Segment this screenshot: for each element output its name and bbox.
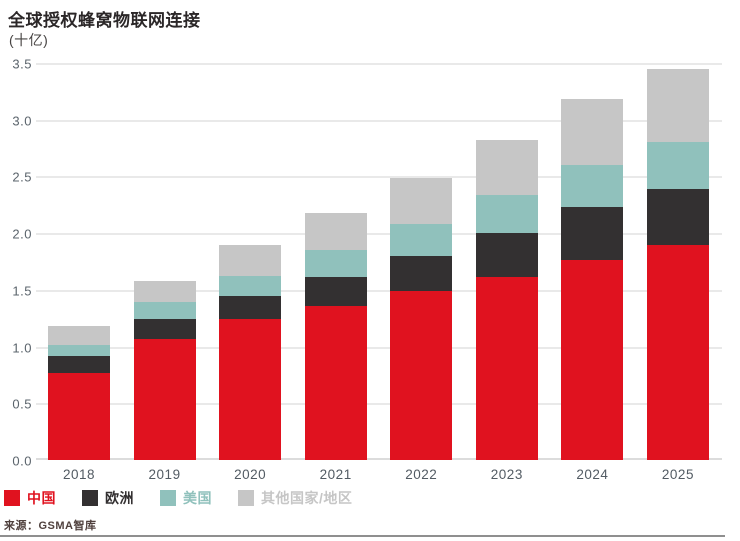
legend-color-chip — [160, 490, 176, 506]
legend-label: 中国 — [27, 490, 56, 506]
bar-segment-美国 — [561, 165, 624, 208]
legend-label: 美国 — [183, 490, 212, 506]
plot-area: 3.5 3.0 2.5 2.0 1.5 1.0 0.5 0.0 2018 2019 2020 202… — [12, 57, 722, 482]
chart-title: 全球授权蜂窝物联网连接 — [8, 11, 201, 30]
gridline — [36, 458, 722, 460]
bar-segment-中国 — [133, 338, 196, 460]
bottom-divider — [0, 535, 725, 537]
gridline — [36, 119, 722, 122]
bar-segment-其他国家/地区 — [475, 140, 538, 195]
x-axis-tick-label: 2020 — [234, 467, 267, 482]
x-axis-tick-label: 2022 — [405, 467, 438, 482]
bar-segment-美国 — [133, 302, 196, 320]
bar-segment-其他国家/地区 — [219, 244, 282, 277]
x-axis-tick-label: 2025 — [661, 467, 694, 482]
y-axis-tick-label: 0.0 — [12, 453, 32, 469]
chart-unit-label: (十亿) — [9, 32, 49, 48]
bar-segment-欧洲 — [219, 295, 282, 320]
bar-segment-欧洲 — [304, 277, 367, 306]
bar-segment-美国 — [390, 224, 453, 256]
bar-segment-中国 — [646, 244, 709, 460]
bar-segment-美国 — [646, 142, 709, 189]
legend-label: 欧洲 — [105, 490, 134, 506]
legend-color-chip — [82, 490, 98, 506]
gridline — [36, 176, 722, 179]
bar-segment-其他国家/地区 — [133, 280, 196, 303]
y-axis-tick-label: 0.5 — [12, 396, 32, 412]
bar-segment-中国 — [561, 260, 624, 460]
bar-segment-美国 — [219, 276, 282, 296]
bars-layer: 2018 2019 2020 2021 2022 2023 2024 2025 — [36, 63, 722, 482]
y-axis-tick-label: 2.0 — [12, 226, 32, 242]
gridline — [36, 63, 722, 65]
bar-2021: 2021 — [304, 212, 367, 482]
bar-2024: 2024 — [561, 99, 624, 482]
legend-item: 中国 — [4, 488, 56, 508]
bar-segment-其他国家/地区 — [48, 326, 110, 346]
y-axis-tick-label: 2.5 — [12, 169, 32, 185]
bar-segment-欧洲 — [475, 233, 538, 278]
bar-segment-欧洲 — [48, 355, 110, 373]
legend-color-chip — [238, 490, 254, 506]
legend-color-chip — [4, 490, 20, 506]
y-axis-tick-label: 1.5 — [12, 283, 32, 299]
bar-segment-中国 — [390, 291, 453, 460]
bar-segment-欧洲 — [646, 188, 709, 245]
gridline — [36, 289, 722, 292]
x-axis-tick-label: 2021 — [319, 467, 352, 482]
bar-segment-其他国家/地区 — [304, 212, 367, 251]
gridline — [36, 346, 722, 349]
bar-2023: 2023 — [475, 140, 538, 482]
bar-segment-欧洲 — [133, 319, 196, 339]
bar-segment-欧洲 — [390, 255, 453, 291]
x-axis-tick-label: 2024 — [576, 467, 609, 482]
x-axis-tick-label: 2018 — [62, 467, 96, 482]
bar-2018: 2018 — [48, 326, 110, 482]
bar-segment-中国 — [219, 319, 282, 460]
y-axis-tick-label: 1.0 — [12, 340, 32, 356]
bar-segment-美国 — [48, 345, 110, 356]
source-note: 来源：GSMA智库 — [4, 520, 97, 532]
x-axis-tick-label: 2023 — [490, 467, 523, 482]
bar-segment-其他国家/地区 — [646, 68, 709, 143]
bar-2020: 2020 — [219, 244, 282, 482]
legend-item: 美国 — [160, 488, 212, 508]
bar-segment-其他国家/地区 — [561, 99, 624, 166]
legend-item: 欧洲 — [82, 488, 134, 508]
chart-legend: 中国 欧洲 美国 其他国家/地区 — [4, 488, 352, 508]
bar-segment-中国 — [304, 305, 367, 460]
bar-2025: 2025 — [646, 68, 709, 482]
gridline — [36, 233, 722, 236]
bar-segment-其他国家/地区 — [390, 177, 453, 225]
gridline — [36, 403, 722, 406]
y-axis-tick-label: 3.5 — [12, 56, 32, 72]
legend-label: 其他国家/地区 — [261, 490, 353, 506]
bar-segment-欧洲 — [561, 207, 624, 261]
legend-item: 其他国家/地区 — [238, 488, 352, 508]
bar-2019: 2019 — [133, 280, 196, 482]
bar-segment-美国 — [304, 250, 367, 278]
bar-segment-中国 — [475, 277, 538, 460]
x-axis-tick-label: 2019 — [148, 467, 181, 482]
y-axis-tick-label: 3.0 — [12, 113, 32, 129]
bar-2022: 2022 — [390, 177, 453, 482]
bar-segment-美国 — [475, 194, 538, 234]
bar-segment-中国 — [48, 372, 110, 460]
